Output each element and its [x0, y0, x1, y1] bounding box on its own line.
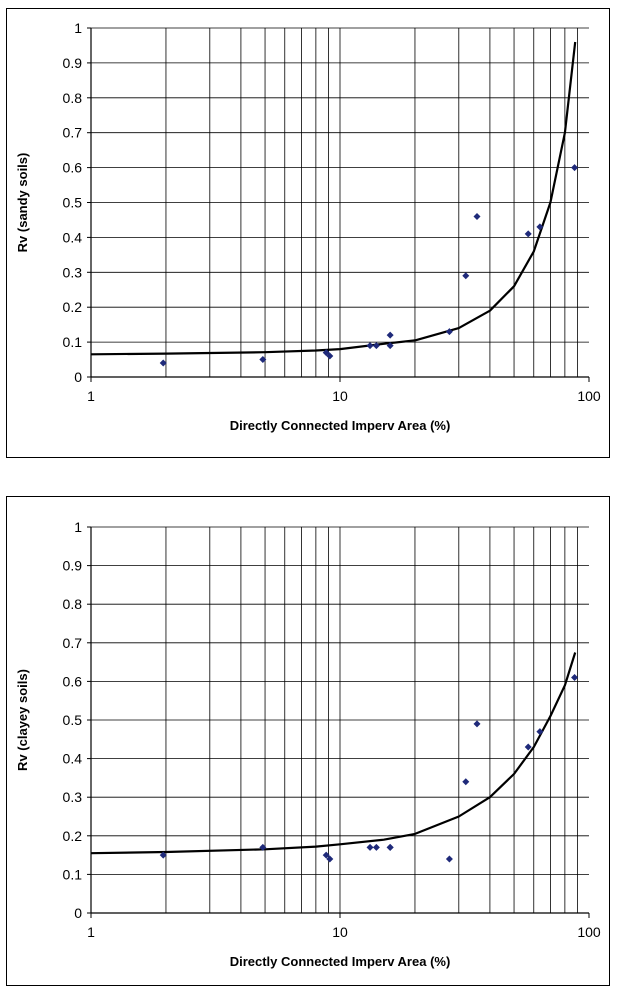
- x-tick-label: 1: [87, 924, 95, 940]
- y-tick-label: 0.6: [63, 160, 83, 176]
- y-tick-label: 0: [74, 369, 82, 385]
- data-point: [159, 851, 167, 859]
- y-tick-label: 0.8: [63, 596, 83, 612]
- y-tick-label: 0.3: [63, 264, 83, 280]
- data-point: [322, 851, 330, 859]
- y-tick-label: 0.2: [63, 299, 83, 315]
- x-tick-label: 1: [87, 388, 95, 404]
- y-tick-label: 1: [74, 519, 82, 535]
- y-tick-label: 0.7: [63, 125, 83, 141]
- y-axis-title: Rv (sandy soils): [15, 153, 30, 253]
- data-point: [473, 720, 481, 728]
- data-point: [326, 352, 334, 360]
- y-tick-label: 0.9: [63, 55, 83, 71]
- fit-curve-line: [90, 41, 577, 356]
- y-tick-label: 0.5: [63, 195, 83, 211]
- sandy-chart: 0 0.1 0.2 0.3 0.4 0.5 0.6 0.7 0.8 0.9 1 1 10 100 Direc…: [15, 20, 601, 433]
- data-point: [445, 855, 453, 863]
- x-tick-label: 10: [332, 924, 348, 940]
- y-tick-label: 0.1: [63, 866, 83, 882]
- data-point: [259, 843, 267, 851]
- y-tick-label: 0.3: [63, 789, 83, 805]
- x-axis-title: Directly Connected Imperv Area (%): [230, 954, 451, 969]
- y-tick-label: 0: [74, 905, 82, 921]
- fit-curve-line: [90, 652, 577, 855]
- data-point: [386, 331, 394, 339]
- y-tick-label: 0.9: [63, 558, 83, 574]
- data-point: [462, 272, 470, 280]
- x-axis-title: Directly Connected Imperv Area (%): [230, 418, 451, 433]
- data-point: [372, 843, 380, 851]
- data-point: [322, 349, 330, 357]
- data-point: [462, 778, 470, 786]
- y-tick-label: 0.4: [63, 751, 83, 767]
- data-point: [536, 728, 544, 736]
- y-tick-label: 0.6: [63, 673, 83, 689]
- data-point: [571, 674, 579, 682]
- data-point: [571, 164, 579, 172]
- y-tick-label: 0.4: [63, 229, 83, 245]
- data-point: [386, 342, 394, 350]
- y-tick-label: 0.5: [63, 712, 83, 728]
- data-point: [473, 212, 481, 220]
- y-tick-label: 1: [74, 20, 82, 36]
- data-point: [326, 855, 334, 863]
- chart-panel-clayey: [6, 496, 610, 986]
- x-tick-label: 10: [332, 388, 348, 404]
- data-point: [536, 223, 544, 231]
- y-axis-title: Rv (clayey soils): [15, 669, 30, 771]
- y-tick-label: 0.8: [63, 90, 83, 106]
- chart-panel-sandy: [6, 8, 610, 458]
- data-point: [366, 843, 374, 851]
- y-tick-label: 0.1: [63, 334, 83, 350]
- y-tick-label: 0.2: [63, 828, 83, 844]
- clayey-chart: 0 0.1 0.2 0.3 0.4 0.5 0.6 0.7 0.8 0.9 1 1 10 100 Direc…: [15, 519, 601, 969]
- data-point: [524, 743, 532, 751]
- x-tick-label: 100: [577, 924, 601, 940]
- x-tick-label: 100: [577, 388, 601, 404]
- data-point: [259, 356, 267, 364]
- data-point: [159, 359, 167, 367]
- data-point: [366, 342, 374, 350]
- data-point: [445, 328, 453, 336]
- data-point: [386, 843, 394, 851]
- y-tick-label: 0.7: [63, 635, 83, 651]
- data-point: [524, 230, 532, 238]
- data-point: [372, 342, 380, 350]
